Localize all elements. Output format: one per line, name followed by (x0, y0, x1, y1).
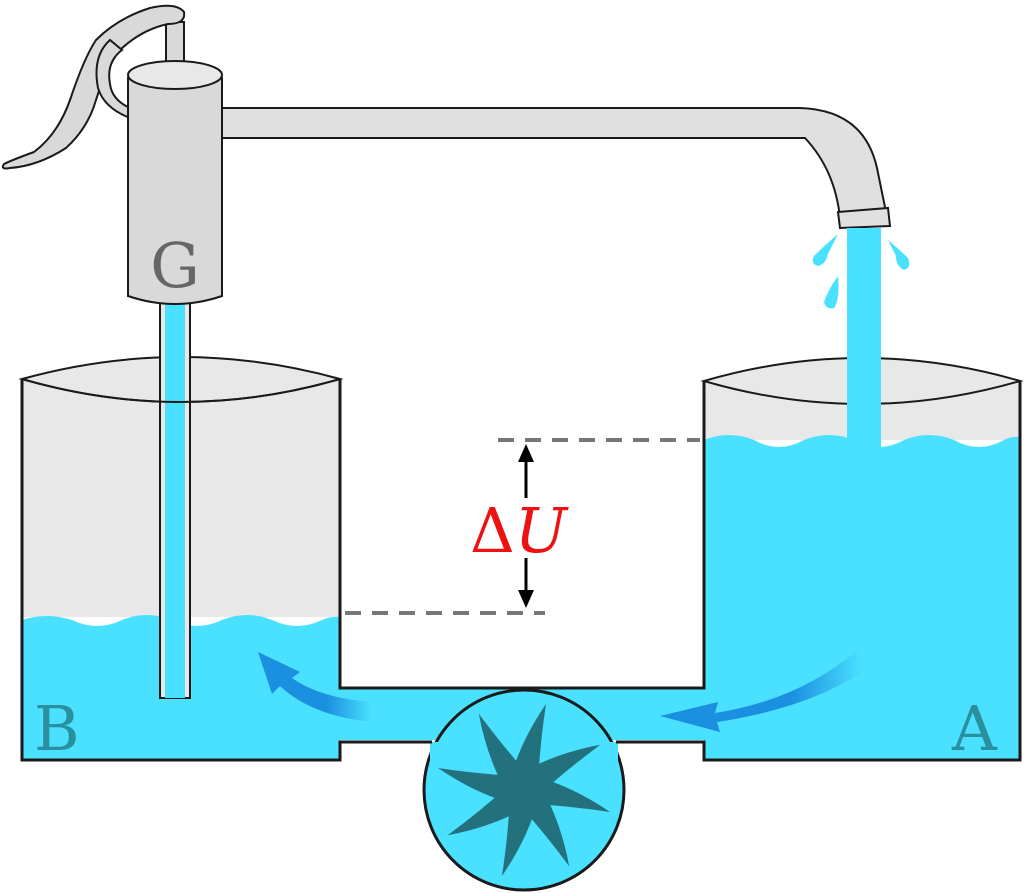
vessel-outline (20, 379, 1022, 762)
water-drop-icon (812, 234, 910, 309)
flow-arrow-left-icon (258, 652, 372, 722)
pump-cap (127, 60, 223, 90)
turbine-blade (438, 768, 516, 804)
delta-variable: U (515, 494, 569, 567)
flow-arrow-right-icon (660, 648, 862, 732)
turbine-blade (502, 798, 538, 876)
delta-arrow-icon (518, 444, 534, 608)
pipe-nozzle (836, 206, 892, 230)
pump-label: G (150, 229, 200, 302)
water-stream (847, 228, 881, 450)
tank-b-label: B (34, 692, 80, 765)
delta-symbol: Δ (470, 494, 515, 567)
turbine-blade (532, 776, 610, 812)
turbine-blade (510, 704, 546, 782)
turbine-blade (478, 713, 529, 793)
pump-body (127, 77, 223, 305)
hand-pump-icon: G (1, 4, 223, 305)
tank-a-label: A (951, 692, 998, 765)
discharge-pipe (205, 107, 888, 220)
delta-u-label: ΔU (470, 494, 569, 567)
turbine-wheel-icon (438, 704, 610, 876)
tank-a-water (704, 435, 1020, 760)
